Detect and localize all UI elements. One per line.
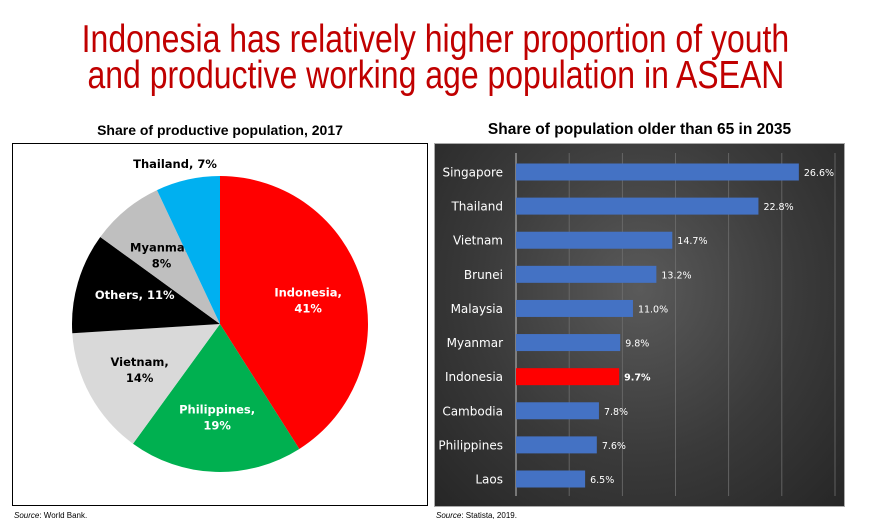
pie-label: Philippines, 19%	[179, 403, 255, 433]
category-label: Brunei	[464, 268, 503, 282]
data-label: 9.8%	[625, 339, 649, 350]
bar-source: Source: Statista, 2019.	[436, 511, 517, 520]
pie-slice-indonesia	[220, 176, 369, 449]
category-label: Philippines	[438, 438, 503, 452]
category-label: Myanmar	[447, 336, 503, 350]
pie-label: Myanmar, 8%	[130, 240, 193, 270]
headline-text-1: Indonesia has relatively higher proporti…	[81, 18, 790, 61]
data-label: 22.8%	[763, 202, 793, 213]
source-label: Source	[14, 511, 40, 520]
pie-chart-title: Share of productive population, 2017	[97, 122, 343, 138]
data-label: 13.2%	[661, 270, 691, 281]
pie-source: Source: World Bank.	[14, 511, 87, 520]
data-label: 9.7%	[624, 373, 651, 384]
bar-thailand	[516, 197, 759, 215]
data-label: 7.8%	[604, 407, 628, 418]
bar-vietnam	[516, 231, 673, 249]
data-label: 6.5%	[590, 475, 614, 486]
pie-label: Indonesia, 41%	[274, 285, 342, 315]
bar-singapore	[516, 163, 799, 181]
bar-cambodia	[516, 402, 599, 420]
data-label: 11.0%	[638, 304, 668, 315]
bar-brunei	[516, 265, 657, 283]
category-label: Vietnam	[453, 234, 503, 248]
source-text: : Statista, 2019.	[461, 511, 517, 520]
category-label: Thailand	[450, 200, 503, 214]
pie-slice-thailand	[156, 176, 220, 324]
category-label: Laos	[475, 473, 503, 487]
headline-text-2: and productive working age population in…	[87, 54, 784, 97]
headline-line-1: Indonesia has relatively higher proporti…	[0, 20, 871, 59]
pie-label: Vietnam, 14%	[110, 355, 168, 385]
bar-chart-title: Share of population older than 65 in 203…	[487, 121, 792, 138]
data-label: 14.7%	[677, 236, 707, 247]
source-text: : World Bank.	[39, 511, 88, 520]
bar-philippines	[516, 436, 597, 454]
pie-label: Thailand, 7%	[133, 157, 217, 171]
pie-slice-philippines	[133, 324, 300, 473]
pie-slice-others	[72, 237, 220, 334]
pie-label: Others, 11%	[95, 288, 175, 302]
source-label: Source	[436, 511, 462, 520]
category-label: Indonesia	[445, 370, 503, 384]
data-label: 26.6%	[804, 168, 834, 179]
pie-slice-vietnam	[72, 324, 220, 444]
category-label: Cambodia	[442, 404, 503, 418]
bar-malaysia	[516, 299, 633, 317]
data-label: 7.6%	[602, 441, 626, 452]
pie-slice-myanmar	[100, 190, 220, 324]
category-label: Singapore	[442, 166, 503, 180]
bar-myanmar	[516, 334, 621, 352]
headline-line-2: and productive working age population in…	[0, 56, 871, 95]
category-label: Malaysia	[451, 302, 503, 316]
bar-indonesia	[516, 368, 620, 386]
bar-laos	[516, 470, 586, 488]
